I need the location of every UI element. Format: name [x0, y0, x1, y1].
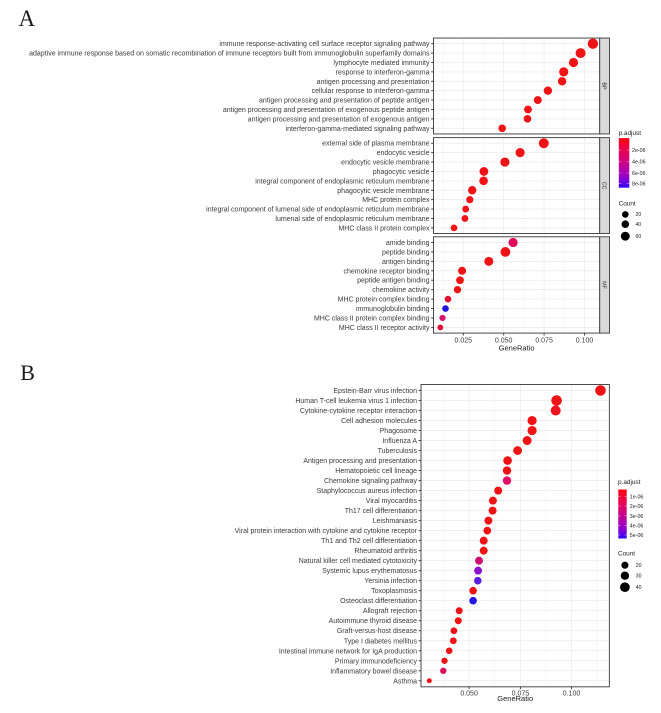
- svg-text:Inflammatory bowel disease: Inflammatory bowel disease: [330, 668, 417, 675]
- svg-text:Staphylococcus aureus infectio: Staphylococcus aureus infection: [317, 488, 417, 495]
- svg-text:Toxoplasmosis: Toxoplasmosis: [371, 588, 417, 595]
- svg-text:30: 30: [636, 574, 642, 580]
- svg-text:CC: CC: [601, 182, 607, 190]
- svg-text:0.100: 0.100: [563, 690, 581, 697]
- svg-text:interferon-gamma-mediated sign: interferon-gamma-mediated signaling path…: [286, 126, 430, 133]
- svg-text:2e-06: 2e-06: [632, 148, 646, 154]
- svg-text:6e-06: 6e-06: [632, 171, 646, 177]
- svg-text:Count: Count: [618, 551, 635, 558]
- svg-text:Type I diabetes mellitus: Type I diabetes mellitus: [344, 638, 418, 645]
- svg-text:immune response-activating cel: immune response-activating cell surface …: [219, 41, 430, 48]
- svg-text:Cell adhesion molecules: Cell adhesion molecules: [341, 418, 417, 425]
- svg-text:Osteoclast differentiation: Osteoclast differentiation: [340, 598, 417, 605]
- svg-text:lymphocyte mediated immunity: lymphocyte mediated immunity: [333, 60, 430, 67]
- svg-text:external side of plasma membra: external side of plasma membrane: [322, 141, 429, 148]
- svg-text:immunoglobulin binding: immunoglobulin binding: [356, 306, 430, 313]
- svg-text:Rheumatoid arthritis: Rheumatoid arthritis: [354, 548, 417, 555]
- svg-text:0.050: 0.050: [495, 337, 513, 344]
- svg-text:adaptive immune response based: adaptive immune response based on somati…: [29, 51, 430, 58]
- svg-text:40: 40: [636, 585, 642, 591]
- svg-text:0.075: 0.075: [535, 337, 553, 344]
- svg-text:3e-06: 3e-06: [630, 514, 644, 520]
- svg-text:4e-06: 4e-06: [630, 523, 644, 529]
- svg-text:2e-06: 2e-06: [630, 504, 644, 510]
- svg-text:20: 20: [636, 212, 642, 218]
- svg-text:8e-06: 8e-06: [632, 182, 646, 188]
- svg-text:peptide binding: peptide binding: [382, 249, 430, 256]
- svg-text:GeneRatio: GeneRatio: [499, 344, 535, 353]
- svg-text:40: 40: [636, 222, 642, 228]
- svg-text:Leishmaniasis: Leishmaniasis: [373, 518, 418, 525]
- svg-text:Yersinia infection: Yersinia infection: [364, 578, 417, 585]
- svg-text:peptide antigen binding: peptide antigen binding: [357, 278, 430, 285]
- svg-text:0.025: 0.025: [455, 337, 473, 344]
- svg-text:5e-06: 5e-06: [630, 533, 644, 539]
- svg-text:Tuberculosis: Tuberculosis: [378, 448, 418, 455]
- svg-text:MHC protein complex: MHC protein complex: [362, 197, 430, 204]
- svg-text:chemokine receptor binding: chemokine receptor binding: [344, 268, 430, 275]
- svg-text:Th1 and Th2 cell differentiati: Th1 and Th2 cell differentiation: [321, 538, 417, 545]
- svg-text:cellular response to interfero: cellular response to interferon-gamma: [312, 88, 430, 95]
- svg-text:B: B: [20, 360, 35, 385]
- svg-text:Systemic lupus erythematosus: Systemic lupus erythematosus: [322, 568, 417, 575]
- svg-text:chemokine activity: chemokine activity: [372, 287, 430, 294]
- svg-text:MF: MF: [601, 281, 607, 289]
- svg-text:p.adjust: p.adjust: [618, 479, 641, 486]
- svg-text:MHC protein complex binding: MHC protein complex binding: [338, 297, 430, 304]
- svg-text:Count: Count: [619, 200, 636, 207]
- svg-text:Primary immunodeficiency: Primary immunodeficiency: [335, 658, 418, 665]
- svg-text:antigen binding: antigen binding: [382, 259, 430, 266]
- svg-text:Allograft rejection: Allograft rejection: [363, 608, 417, 615]
- svg-text:antigen processing and present: antigen processing and presentation of e…: [223, 107, 430, 114]
- svg-text:Autoimmune thyroid disease: Autoimmune thyroid disease: [329, 618, 417, 625]
- svg-text:20: 20: [636, 563, 642, 569]
- svg-text:0.100: 0.100: [576, 337, 594, 344]
- svg-text:Hematopoietic cell lineage: Hematopoietic cell lineage: [335, 468, 417, 475]
- svg-text:Epstein-Barr virus infection: Epstein-Barr virus infection: [333, 388, 417, 395]
- svg-text:BP: BP: [601, 82, 607, 90]
- svg-text:A: A: [19, 6, 36, 31]
- svg-text:0.050: 0.050: [460, 690, 478, 697]
- svg-text:MHC class II protein complex: MHC class II protein complex: [338, 225, 430, 232]
- svg-text:Viral protein interaction with: Viral protein interaction with cytokine …: [235, 528, 418, 535]
- svg-text:0.075: 0.075: [512, 690, 530, 697]
- svg-text:60: 60: [636, 234, 642, 240]
- svg-text:Phagosome: Phagosome: [380, 428, 417, 435]
- svg-text:1e-06: 1e-06: [630, 494, 644, 500]
- svg-text:antigen processing and present: antigen processing and presentation of p…: [259, 98, 430, 105]
- svg-text:endocytic vesicle membrane: endocytic vesicle membrane: [341, 160, 429, 167]
- svg-text:GeneRatio: GeneRatio: [497, 694, 533, 703]
- svg-text:Graft-versus-host disease: Graft-versus-host disease: [337, 628, 417, 635]
- svg-text:Asthma: Asthma: [393, 678, 417, 685]
- svg-text:p.adjust: p.adjust: [619, 130, 642, 137]
- svg-text:integral component of endoplas: integral component of endoplasmic reticu…: [255, 178, 429, 185]
- svg-text:Antigen processing and present: Antigen processing and presentation: [303, 458, 417, 465]
- svg-text:Influenza A: Influenza A: [382, 438, 417, 445]
- svg-text:MHC class II receptor activity: MHC class II receptor activity: [339, 325, 430, 332]
- svg-text:integral component of lumenal: integral component of lumenal side of en…: [206, 207, 429, 214]
- svg-text:amide binding: amide binding: [386, 240, 430, 247]
- svg-text:lumenal side of endoplasmic re: lumenal side of endoplasmic reticulum me…: [275, 216, 429, 223]
- svg-text:Intestinal immune network for: Intestinal immune network for IgA produc…: [279, 648, 417, 655]
- svg-text:antigen processing and present: antigen processing and presentation: [317, 79, 430, 86]
- svg-text:MHC class II protein complex b: MHC class II protein complex binding: [314, 315, 430, 322]
- svg-text:Viral myocarditis: Viral myocarditis: [366, 498, 418, 505]
- svg-text:endocytic vesicle: endocytic vesicle: [377, 150, 430, 157]
- svg-text:antigen processing and present: antigen processing and presentation of e…: [248, 116, 430, 123]
- svg-text:4e-06: 4e-06: [632, 160, 646, 166]
- svg-text:response to interferon-gamma: response to interferon-gamma: [336, 69, 430, 76]
- svg-text:phagocytic vesicle membrane: phagocytic vesicle membrane: [337, 188, 429, 195]
- svg-text:Natural killer cell mediated c: Natural killer cell mediated cytotoxicit…: [299, 558, 418, 565]
- svg-text:phagocytic vesicle: phagocytic vesicle: [373, 169, 430, 176]
- svg-text:Chemokine signaling pathway: Chemokine signaling pathway: [324, 478, 417, 485]
- svg-text:Th17 cell differentiation: Th17 cell differentiation: [345, 508, 417, 515]
- svg-text:Human T-cell leukemia virus 1: Human T-cell leukemia virus 1 infection: [295, 398, 417, 405]
- svg-text:Cytokine-cytokine receptor int: Cytokine-cytokine receptor interaction: [300, 408, 417, 415]
